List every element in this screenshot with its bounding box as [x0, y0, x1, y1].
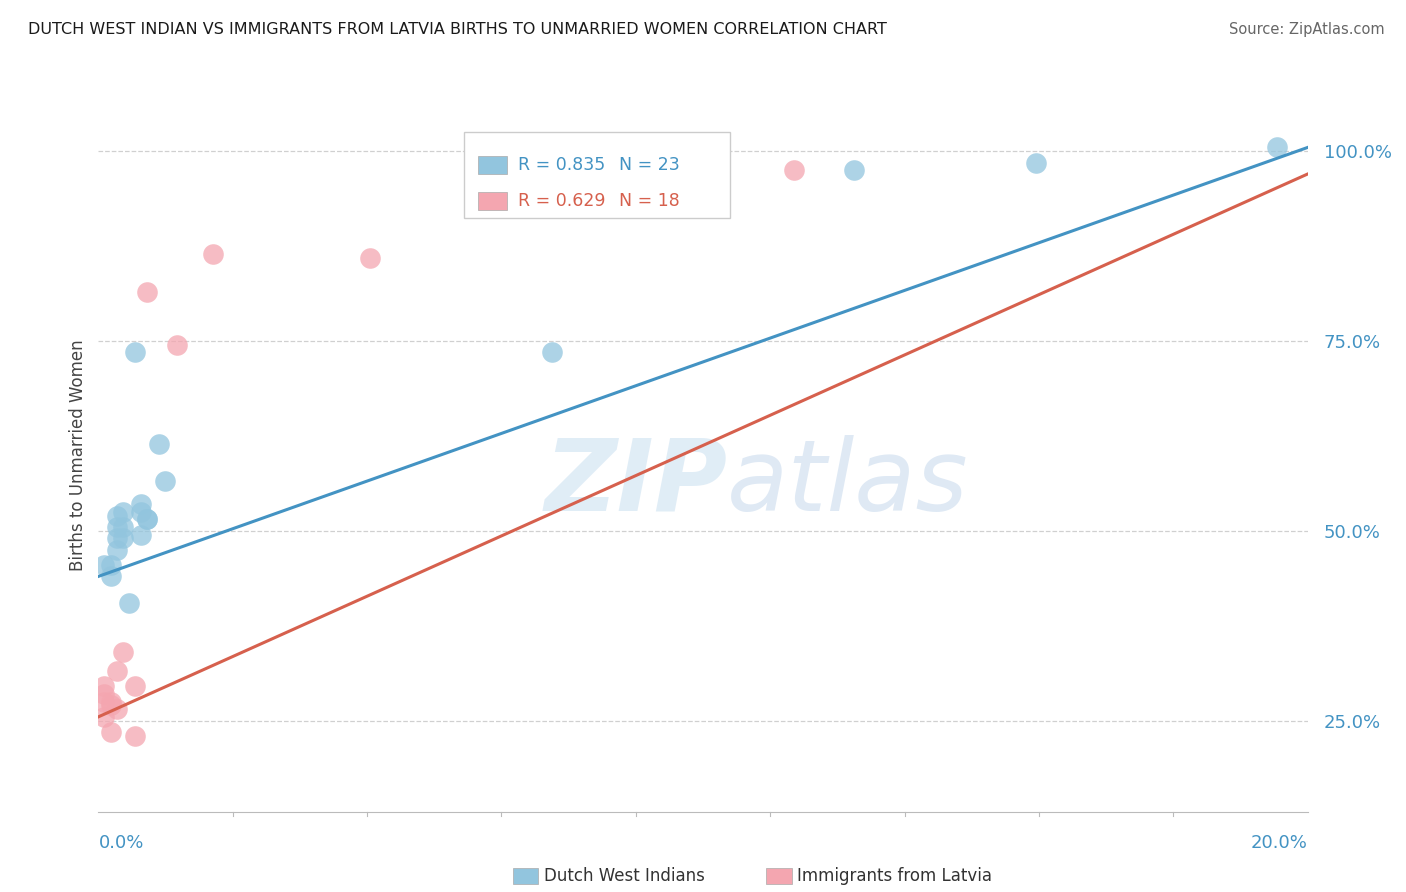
Text: atlas: atlas: [727, 435, 969, 532]
Text: Immigrants from Latvia: Immigrants from Latvia: [797, 867, 993, 885]
Point: [166, 338, 188, 352]
Point: [105, 702, 128, 716]
Point: [93, 710, 115, 724]
Point: [100, 569, 122, 583]
Point: [124, 345, 146, 359]
Point: [100, 725, 122, 739]
Point: [153, 475, 176, 489]
Point: [540, 345, 562, 359]
Point: [93, 687, 115, 701]
Text: 20.0%: 20.0%: [1251, 834, 1308, 852]
Point: [129, 497, 152, 511]
Point: [111, 645, 134, 659]
Point: [129, 505, 152, 519]
Point: [135, 285, 157, 299]
Point: [118, 596, 141, 610]
Point: [360, 251, 382, 265]
Point: [1265, 140, 1288, 154]
Point: [100, 698, 122, 713]
Point: [105, 542, 128, 557]
Text: Source: ZipAtlas.com: Source: ZipAtlas.com: [1229, 22, 1385, 37]
Text: R = 0.629: R = 0.629: [517, 192, 606, 211]
Point: [111, 505, 134, 519]
Point: [844, 163, 866, 178]
Point: [93, 680, 115, 694]
Text: DUTCH WEST INDIAN VS IMMIGRANTS FROM LATVIA BIRTHS TO UNMARRIED WOMEN CORRELATIO: DUTCH WEST INDIAN VS IMMIGRANTS FROM LAT…: [28, 22, 887, 37]
Text: R = 0.835: R = 0.835: [517, 156, 605, 174]
Point: [124, 680, 146, 694]
Point: [100, 558, 122, 572]
Point: [93, 558, 115, 572]
Point: [148, 436, 170, 450]
Point: [540, 175, 562, 189]
Point: [93, 695, 115, 709]
Y-axis label: Births to Unmarried Women: Births to Unmarried Women: [69, 339, 87, 571]
Point: [105, 508, 128, 523]
Text: N = 18: N = 18: [619, 192, 681, 211]
Point: [111, 532, 134, 546]
Point: [135, 512, 157, 526]
Point: [105, 665, 128, 679]
Point: [111, 520, 134, 534]
Point: [105, 520, 128, 534]
Point: [129, 527, 152, 541]
Text: 0.0%: 0.0%: [98, 834, 143, 852]
Point: [1024, 155, 1046, 169]
Text: ZIP: ZIP: [544, 435, 727, 532]
Point: [782, 163, 804, 178]
Text: Dutch West Indians: Dutch West Indians: [544, 867, 704, 885]
Point: [202, 246, 225, 260]
Point: [124, 729, 146, 743]
Point: [135, 512, 157, 526]
Text: N = 23: N = 23: [619, 156, 681, 174]
Point: [100, 695, 122, 709]
Point: [105, 532, 128, 546]
